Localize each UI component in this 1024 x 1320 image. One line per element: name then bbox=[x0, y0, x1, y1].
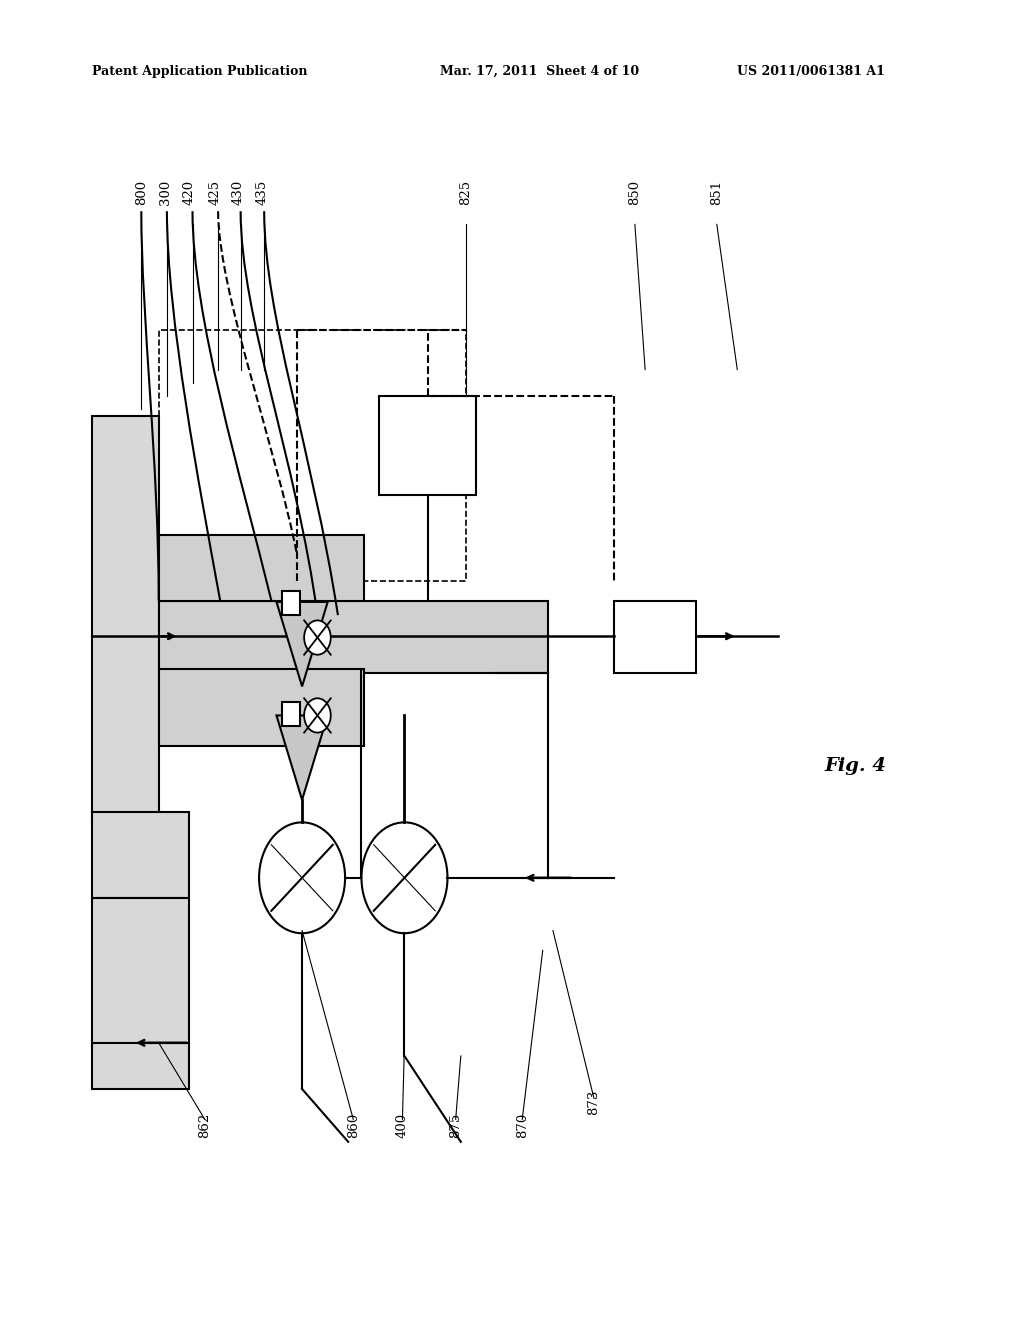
Bar bbox=[282, 702, 300, 726]
Text: 862: 862 bbox=[199, 1113, 211, 1138]
Polygon shape bbox=[276, 602, 328, 686]
Text: 851: 851 bbox=[711, 180, 723, 205]
Circle shape bbox=[361, 822, 447, 933]
Circle shape bbox=[304, 698, 331, 733]
Text: 860: 860 bbox=[347, 1113, 359, 1138]
Text: Patent Application Publication: Patent Application Publication bbox=[92, 65, 307, 78]
Bar bbox=[92, 812, 189, 898]
Text: US 2011/0061381 A1: US 2011/0061381 A1 bbox=[737, 65, 885, 78]
Text: 400: 400 bbox=[396, 1113, 409, 1138]
Circle shape bbox=[304, 620, 331, 655]
Bar bbox=[379, 396, 476, 495]
Bar bbox=[282, 591, 300, 615]
Text: 420: 420 bbox=[183, 180, 196, 205]
Polygon shape bbox=[276, 715, 328, 800]
Text: 300: 300 bbox=[160, 180, 172, 205]
Bar bbox=[92, 898, 189, 1089]
Text: Mar. 17, 2011  Sheet 4 of 10: Mar. 17, 2011 Sheet 4 of 10 bbox=[440, 65, 639, 78]
Bar bbox=[614, 601, 696, 673]
Text: 800: 800 bbox=[135, 180, 147, 205]
Bar bbox=[159, 669, 364, 746]
Text: 825: 825 bbox=[460, 180, 472, 205]
Text: 425: 425 bbox=[209, 180, 221, 205]
Text: 850: 850 bbox=[629, 180, 641, 205]
Text: 435: 435 bbox=[256, 180, 268, 205]
Text: Fig. 4: Fig. 4 bbox=[824, 756, 886, 775]
Text: 873: 873 bbox=[588, 1090, 600, 1115]
Circle shape bbox=[259, 822, 345, 933]
Bar bbox=[159, 601, 548, 673]
Text: 430: 430 bbox=[231, 180, 244, 205]
Bar bbox=[92, 416, 159, 818]
Bar bbox=[159, 535, 364, 601]
Text: 875: 875 bbox=[450, 1113, 462, 1138]
Text: 870: 870 bbox=[516, 1113, 528, 1138]
